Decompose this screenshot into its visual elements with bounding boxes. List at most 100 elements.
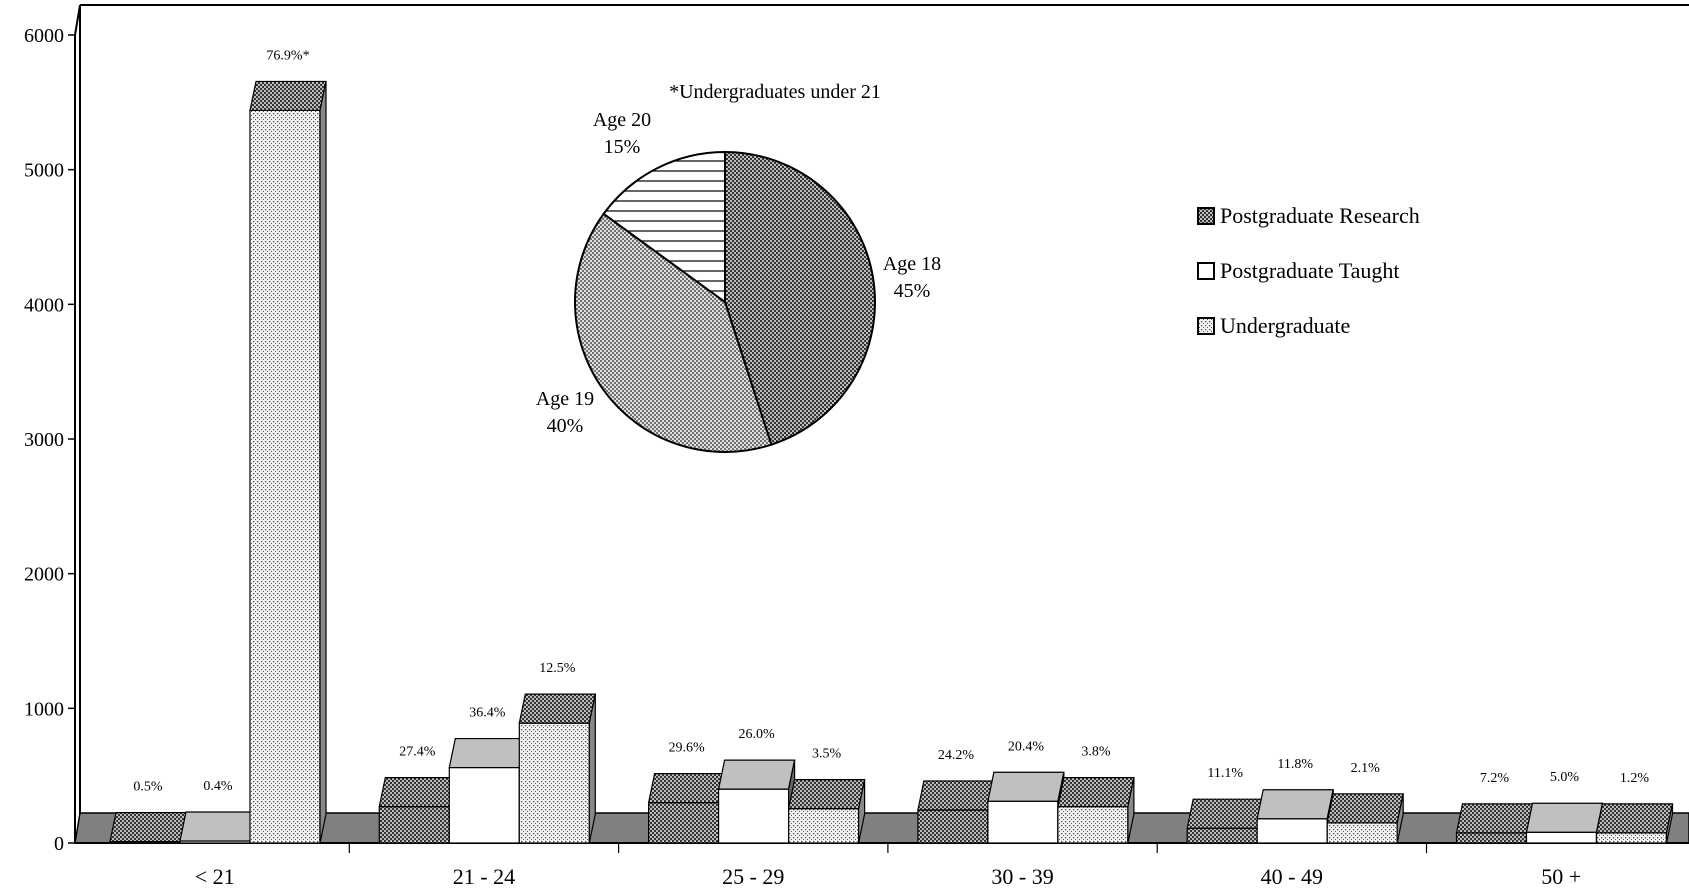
y-tick-label: 0 [54, 833, 64, 855]
bar-pct-label: 0.4% [203, 779, 233, 794]
legend-swatch [1197, 207, 1215, 225]
y-tick-label: 5000 [24, 160, 64, 182]
pie-slice [724, 150, 876, 446]
legend-label: Postgraduate Research [1220, 203, 1420, 228]
bar-top [1057, 777, 1135, 808]
bar-taught: 20.4% [987, 739, 1065, 844]
bar-research: 27.4% [378, 745, 457, 844]
bar-front [378, 806, 450, 844]
bar-undergrad: 76.9%* [249, 48, 327, 844]
bar-undergrad: 3.5% [787, 747, 866, 844]
y-tick-label: 3000 [24, 429, 64, 451]
bar-side [1665, 803, 1674, 844]
bar-taught: 5.0% [1525, 770, 1604, 844]
bar-front [1455, 832, 1528, 844]
bar-undergrad: 2.1% [1326, 761, 1404, 844]
bar-front [1057, 806, 1129, 844]
bar-pct-label: 11.1% [1207, 766, 1243, 781]
bar-undergrad: 1.2% [1595, 771, 1674, 844]
bar-front [647, 801, 720, 844]
bar-front [1595, 832, 1668, 844]
bar-pct-label: 5.0% [1550, 770, 1580, 785]
bar-undergrad: 3.8% [1057, 745, 1135, 844]
bar-front [518, 722, 590, 844]
x-tick-label: 40 - 49 [1261, 864, 1323, 889]
bar-top [987, 771, 1065, 802]
bar-top [717, 759, 796, 790]
bar-pct-label: 36.4% [469, 706, 506, 721]
bar-pct-label: 12.5% [539, 661, 576, 676]
legend-label: Undergraduate [1220, 313, 1350, 338]
x-tick-label: 30 - 39 [991, 864, 1053, 889]
bar-top [518, 693, 597, 724]
y-tick-label: 6000 [24, 25, 64, 47]
bar-undergrad: 12.5% [518, 661, 597, 844]
bar-pct-label: 27.4% [399, 745, 436, 760]
bar-top [647, 772, 726, 804]
legend: Postgraduate Research Postgraduate Taught… [1197, 203, 1420, 338]
pie-title: *Undergraduates under 21 [669, 81, 881, 103]
x-tick-label: 25 - 29 [722, 864, 784, 889]
pie-slice [574, 212, 773, 453]
bar-front [917, 809, 989, 844]
bar-side [857, 779, 866, 844]
bar-taught: 36.4% [448, 706, 527, 844]
bar-top [1525, 802, 1604, 833]
legend-label: Postgraduate Taught [1220, 258, 1400, 283]
y-tick-label: 4000 [24, 294, 64, 316]
pie-slice-label: Age 18 [883, 253, 941, 275]
bar-side [588, 694, 596, 844]
bar-pct-label: 3.8% [1081, 745, 1111, 760]
x-tick-label: 21 - 24 [453, 864, 515, 889]
bar-side [1127, 777, 1135, 844]
bar-front [448, 766, 520, 844]
bar-top [378, 777, 457, 808]
bar-front [987, 800, 1059, 844]
pie-slice [602, 150, 726, 304]
bar-top [448, 737, 527, 769]
inset-pie-chart: *Undergraduates under 21 Age 18 45% Age 19 4… [536, 81, 941, 453]
bar-top [179, 811, 257, 842]
y-axis-depth-line [74, 4, 81, 36]
bar-pct-label: 20.4% [1008, 739, 1045, 754]
bar-front [1256, 818, 1328, 844]
bar-pct-label: 1.2% [1620, 771, 1650, 786]
bar-taught: 11.8% [1256, 757, 1334, 844]
legend-swatch [1197, 317, 1215, 335]
bar-front [249, 109, 321, 844]
bar-top [1256, 789, 1334, 820]
bar-front [717, 788, 790, 844]
bar-side [319, 81, 327, 844]
bar-top [787, 779, 866, 810]
bar-pct-label: 29.6% [669, 741, 706, 756]
y-tick-label: 2000 [24, 564, 64, 586]
bar-research: 29.6% [647, 741, 726, 844]
bar-front [1326, 822, 1398, 844]
pie-slice-pct: 40% [547, 415, 584, 437]
bar-front [787, 808, 860, 844]
pie-slice-label: Age 19 [536, 388, 594, 410]
bar-side [1396, 793, 1404, 844]
bar-taught: 0.4% [179, 779, 257, 844]
bar-pct-label: 24.2% [938, 748, 975, 763]
pie-slice-label: Age 20 [593, 109, 651, 131]
bar-top [1455, 803, 1534, 834]
x-tick-label: 50 + [1541, 864, 1581, 889]
y-tick-label: 1000 [24, 698, 64, 720]
bar-top [1326, 793, 1404, 824]
bar-pct-label: 76.9%* [266, 48, 309, 63]
bar-taught: 26.0% [717, 727, 796, 844]
bar-front [1186, 827, 1258, 844]
bar-pct-label: 3.5% [812, 747, 842, 762]
bar-pct-label: 2.1% [1351, 761, 1381, 776]
bar-research: 24.2% [917, 748, 995, 844]
bar-research: 11.1% [1186, 766, 1264, 844]
bar-pct-label: 11.8% [1277, 757, 1313, 772]
bar-top [1186, 798, 1264, 829]
bar-research: 0.5% [109, 780, 187, 844]
bar-top [109, 812, 187, 843]
bar-front [1525, 831, 1598, 844]
bar-top [1595, 803, 1674, 834]
bar-pct-label: 26.0% [739, 727, 776, 742]
bar-research: 7.2% [1455, 771, 1534, 844]
